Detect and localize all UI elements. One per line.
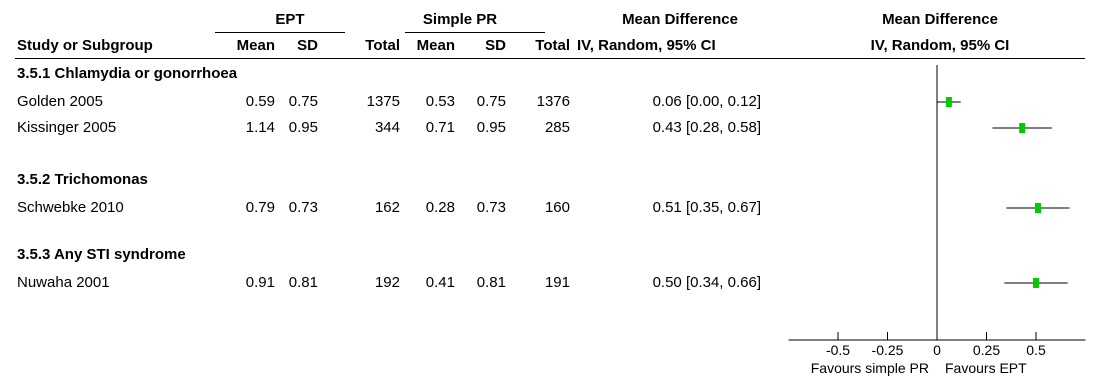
ept-total: 344 bbox=[374, 119, 400, 136]
plot-subtitle: IV, Random, 95% CI bbox=[870, 37, 1010, 54]
simple-sd-header: SD bbox=[485, 37, 506, 54]
x-tick-label: -0.25 bbox=[872, 342, 904, 358]
point-marker bbox=[1034, 203, 1041, 213]
point-marker bbox=[1019, 123, 1026, 133]
point-marker bbox=[945, 97, 952, 107]
ept-total: 192 bbox=[374, 274, 400, 291]
favours-left-label: Favours simple PR bbox=[811, 360, 929, 376]
study-name: Kissinger 2005 bbox=[17, 119, 117, 136]
ept-mean: 1.14 bbox=[245, 119, 275, 136]
md-ci-text: 0.43 [0.28, 0.58] bbox=[652, 119, 761, 136]
study-name: Nuwaha 2001 bbox=[17, 274, 110, 291]
ept-sd: 0.73 bbox=[288, 199, 318, 216]
md-column-header: Mean Difference bbox=[622, 11, 738, 28]
simple-mean: 0.41 bbox=[425, 274, 455, 291]
simple-mean: 0.28 bbox=[425, 199, 455, 216]
x-tick-label: 0.25 bbox=[973, 342, 1000, 358]
x-tick-label: 0 bbox=[933, 342, 941, 358]
ept-sd: 0.81 bbox=[288, 274, 318, 291]
subgroup-title-trichomonas: 3.5.2 Trichomonas bbox=[17, 171, 148, 188]
ept-sd: 0.75 bbox=[288, 93, 318, 110]
ept-group-header: EPT bbox=[275, 11, 305, 28]
md-subheader: IV, Random, 95% CI bbox=[577, 37, 716, 54]
simple-mean: 0.71 bbox=[425, 119, 455, 136]
point-marker bbox=[1033, 278, 1039, 288]
md-ci-text: 0.51 [0.35, 0.67] bbox=[652, 199, 761, 216]
favours-right-label: Favours EPT bbox=[945, 360, 1027, 376]
study-name: Schwebke 2010 bbox=[17, 199, 124, 216]
simple-mean: 0.53 bbox=[425, 93, 455, 110]
x-tick-label: -0.5 bbox=[826, 342, 850, 358]
ept-total-header: Total bbox=[365, 37, 400, 54]
ept-underline bbox=[215, 32, 345, 33]
simple-mean-header: Mean bbox=[416, 37, 455, 54]
simple-sd: 0.81 bbox=[476, 274, 506, 291]
ept-mean: 0.91 bbox=[245, 274, 275, 291]
simple-total: 1376 bbox=[536, 93, 570, 110]
plot-title: Mean Difference bbox=[882, 11, 998, 28]
md-ci-text: 0.50 [0.34, 0.66] bbox=[652, 274, 761, 291]
ept-total: 162 bbox=[374, 199, 400, 216]
ept-sd-header: SD bbox=[297, 37, 318, 54]
subgroup-title-any-sti: 3.5.3 Any STI syndrome bbox=[17, 246, 186, 263]
simple-total: 191 bbox=[544, 274, 570, 291]
ept-mean: 0.59 bbox=[245, 93, 275, 110]
simple-sd: 0.95 bbox=[476, 119, 506, 136]
simple-pr-group-header: Simple PR bbox=[422, 11, 498, 28]
simple-total-header: Total bbox=[535, 37, 570, 54]
ept-mean-header: Mean bbox=[236, 37, 275, 54]
study-column-header: Study or Subgroup bbox=[17, 37, 153, 54]
simple-sd: 0.75 bbox=[476, 93, 506, 110]
simple-pr-underline bbox=[405, 32, 545, 33]
ept-total: 1375 bbox=[366, 93, 400, 110]
x-tick-label: 0.5 bbox=[1026, 342, 1046, 358]
md-ci-text: 0.06 [0.00, 0.12] bbox=[652, 93, 761, 110]
subgroup-title-chlamydia: 3.5.1 Chlamydia or gonorrhoea bbox=[17, 65, 238, 82]
ept-mean: 0.79 bbox=[245, 199, 275, 216]
simple-total: 285 bbox=[544, 119, 570, 136]
header-divider bbox=[15, 58, 1085, 59]
ept-sd: 0.95 bbox=[288, 119, 318, 136]
study-name: Golden 2005 bbox=[17, 93, 103, 110]
simple-sd: 0.73 bbox=[476, 199, 506, 216]
simple-total: 160 bbox=[544, 199, 570, 216]
